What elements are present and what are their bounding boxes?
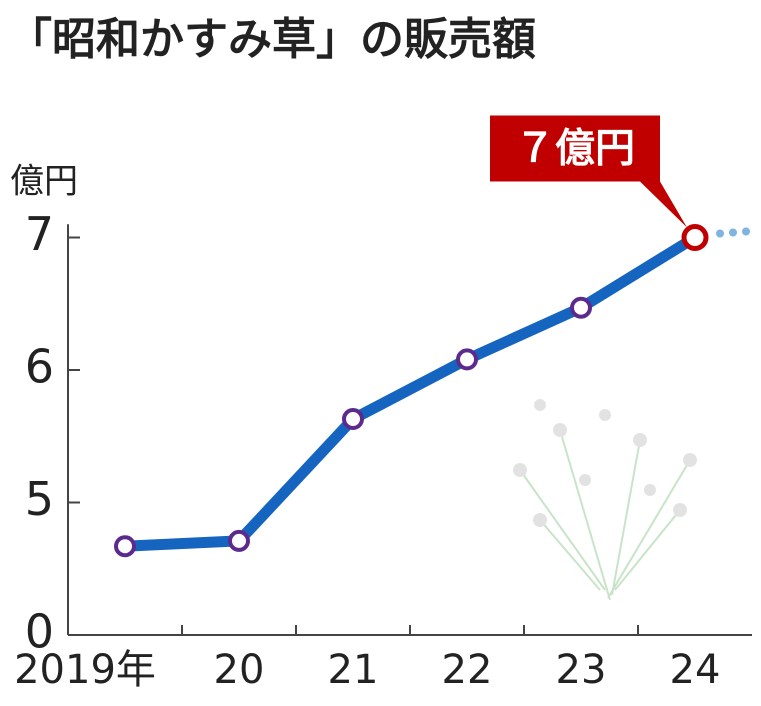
x-tick-label: 2019年 — [14, 647, 156, 693]
callout-box — [490, 115, 660, 182]
annotation: ７億円 — [515, 126, 635, 172]
x-tick-label: 23 — [556, 647, 607, 693]
trend-dot — [742, 227, 750, 236]
y-tick-label: 5 — [25, 472, 54, 526]
point — [342, 408, 364, 431]
y-tick-label: 7 — [25, 207, 54, 261]
y-tick-label: 0 — [25, 605, 54, 659]
callout-pointer — [640, 181, 687, 228]
x-tick-label: 21 — [328, 647, 379, 693]
line — [124, 232, 698, 552]
chart-title: 「昭和かすみ草」の販売額 — [8, 14, 536, 65]
y-tick-label: 6 — [25, 340, 54, 394]
point — [114, 535, 136, 558]
trend-dot — [716, 229, 724, 238]
point — [570, 296, 592, 319]
point — [456, 348, 478, 371]
x-tick-label: 24 — [670, 647, 721, 693]
flower-illustration — [513, 399, 697, 601]
y-unit: 億円 — [10, 162, 78, 202]
point — [228, 529, 250, 552]
x-tick-label: 22 — [442, 647, 493, 693]
x-tick-label: 20 — [214, 647, 265, 693]
trend-dot — [729, 228, 737, 237]
point — [681, 224, 709, 251]
